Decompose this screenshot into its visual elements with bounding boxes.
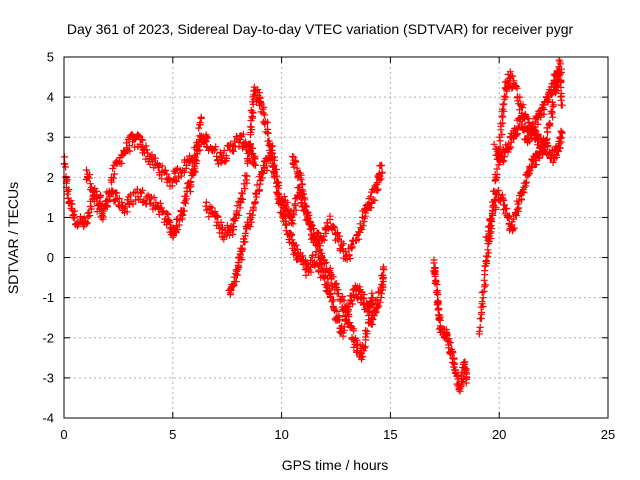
series-arc-H <box>482 127 566 244</box>
x-tick-label: 0 <box>60 427 67 442</box>
point-markers-arc-B <box>82 113 205 241</box>
x-tick-label: 10 <box>274 427 288 442</box>
y-tick-label: -2 <box>42 330 54 345</box>
y-tick-label: -3 <box>42 370 54 385</box>
x-tick-label: 25 <box>601 427 615 442</box>
data-points <box>60 56 566 395</box>
point-markers-arc-H <box>482 127 566 244</box>
series-arc-B <box>82 113 205 241</box>
series-arc-I <box>490 67 562 166</box>
y-tick-label: 2 <box>47 170 54 185</box>
point-markers-arc-E <box>289 153 386 263</box>
y-tick-label: 4 <box>47 90 54 105</box>
axis-ticks: 0 5 10 15 20 25 -4 -3 -2 -1 0 1 2 3 4 5 <box>42 50 615 443</box>
series-arc-F <box>430 256 471 395</box>
series-arc-D <box>225 143 377 340</box>
x-axis-label: GPS time / hours <box>282 457 389 473</box>
grid <box>64 57 608 418</box>
x-tick-label: 15 <box>383 427 397 442</box>
point-markers-arc-D <box>225 143 377 340</box>
point-markers-arc-I <box>490 67 562 166</box>
y-tick-label: -4 <box>42 411 54 426</box>
chart-title: Day 361 of 2023, Sidereal Day-to-day VTE… <box>67 21 574 37</box>
x-tick-label: 5 <box>169 427 176 442</box>
series-arc-E <box>289 153 386 263</box>
x-tick-label: 20 <box>492 427 506 442</box>
y-tick-label: 0 <box>47 250 54 265</box>
y-axis-label: SDTVAR / TECUs <box>5 182 21 294</box>
y-tick-label: 1 <box>47 210 54 225</box>
y-tick-label: 3 <box>47 130 54 145</box>
point-markers-arc-F <box>430 256 471 395</box>
plot-frame <box>63 56 609 419</box>
y-tick-label: 5 <box>47 50 54 65</box>
y-tick-label: -1 <box>42 290 54 305</box>
